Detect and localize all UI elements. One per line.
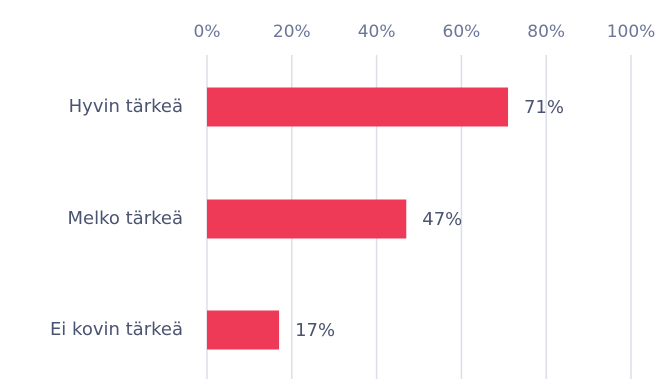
x-tick-label: 0% (194, 22, 221, 42)
bar (207, 199, 407, 239)
bar (207, 310, 280, 350)
value-labels: 71% 47% 17% (295, 97, 564, 341)
category-label: Melko tärkeä (68, 208, 184, 229)
data-label: 17% (295, 320, 335, 341)
x-tick-label: 100% (607, 22, 656, 42)
category-labels: Hyvin tärkeä Melko tärkeä Ei kovin tärkeä (50, 96, 183, 340)
x-tick-label: 80% (527, 22, 565, 42)
category-label: Hyvin tärkeä (69, 96, 183, 117)
x-axis-ticks: 0% 20% 40% 60% 80% 100% (194, 22, 656, 42)
bar (207, 87, 509, 127)
bars (207, 87, 509, 350)
x-tick-label: 20% (273, 22, 311, 42)
x-tick-label: 60% (443, 22, 481, 42)
x-tick-label: 40% (358, 22, 396, 42)
category-label: Ei kovin tärkeä (50, 319, 183, 340)
data-label: 47% (422, 209, 462, 230)
data-label: 71% (524, 97, 564, 118)
